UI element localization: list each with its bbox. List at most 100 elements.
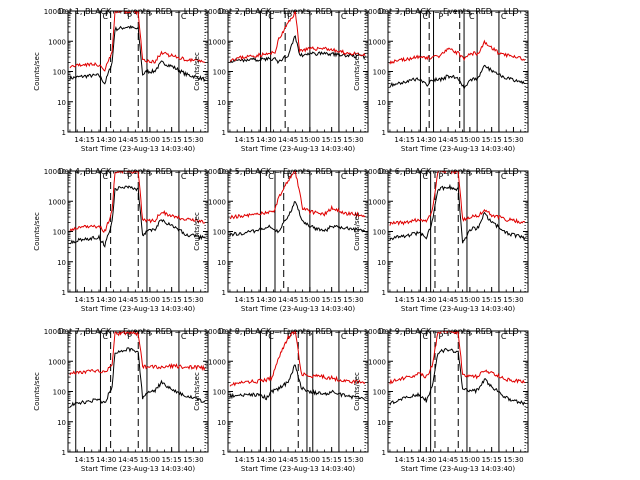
- x-tick-label: 15:30: [183, 296, 203, 304]
- detector-panel: Det 4, BLACK = Events, RED = LLDCounts/s…: [33, 167, 209, 313]
- y-axis-label: Counts/sec: [193, 212, 201, 251]
- x-tick-label: 14:15: [234, 456, 254, 464]
- x-axis-label: Start Time (23-Aug-13 14:03:40): [81, 465, 195, 473]
- flag-label: P: [438, 172, 443, 181]
- y-tick-label: 10: [217, 419, 226, 427]
- y-tick-label: 100: [213, 389, 226, 397]
- y-tick-label: 10: [57, 99, 66, 107]
- x-tick-label: 15:00: [460, 296, 480, 304]
- x-tick-label: 14:45: [118, 296, 138, 304]
- lld-series-line: [389, 39, 526, 65]
- x-tick-label: 14:45: [118, 136, 138, 144]
- events-series-line: [229, 35, 366, 65]
- y-tick-label: 1: [62, 289, 66, 297]
- flag-label: P: [127, 332, 132, 341]
- flag-label: C: [102, 172, 108, 181]
- y-tick-label: 10000: [364, 328, 386, 336]
- x-tick-label: 14:15: [234, 136, 254, 144]
- x-tick-label: 14:30: [96, 136, 116, 144]
- x-tick-label: 15:30: [183, 456, 203, 464]
- y-tick-label: 1000: [368, 358, 386, 366]
- detector-panel: Det 6, BLACK = Events, RED = LLDCounts/s…: [353, 167, 529, 313]
- detector-panel: Det 3, BLACK = Events, RED = LLDCounts/s…: [353, 7, 529, 153]
- x-tick-label: 14:45: [438, 456, 458, 464]
- events-series-line: [229, 364, 366, 401]
- x-tick-label: 14:45: [278, 136, 298, 144]
- y-tick-label: 10: [377, 419, 386, 427]
- flag-label: P: [438, 332, 443, 341]
- flag-label: C: [181, 332, 187, 341]
- y-tick-label: 1: [62, 129, 66, 137]
- x-tick-label: 14:15: [234, 296, 254, 304]
- plot-frame: [227, 170, 369, 293]
- x-tick-label: 14:15: [74, 296, 94, 304]
- x-tick-label: 15:00: [300, 136, 320, 144]
- y-tick-label: 1: [222, 449, 226, 457]
- flag-label: C: [102, 332, 108, 341]
- y-tick-label: 1000: [48, 358, 66, 366]
- detector-panel: Det 9, BLACK = Events, RED = LLDCounts/s…: [353, 327, 529, 473]
- y-tick-label: 100: [373, 69, 386, 77]
- detector-panel: Det 7, BLACK = Events, RED = LLDCounts/s…: [33, 327, 209, 473]
- x-tick-label: 14:30: [416, 296, 436, 304]
- flag-label: C: [181, 12, 187, 21]
- x-tick-label: 14:45: [438, 296, 458, 304]
- x-tick-label: 15:15: [322, 456, 342, 464]
- x-tick-label: 15:30: [343, 456, 363, 464]
- y-tick-label: 10000: [204, 168, 226, 176]
- x-axis-label: Start Time (23-Aug-13 14:03:40): [401, 145, 515, 153]
- lld-series-line: [229, 171, 366, 220]
- flag-label: P: [127, 12, 132, 21]
- detector-panel: Det 5, BLACK = Events, RED = LLDCounts/s…: [193, 167, 369, 313]
- y-tick-label: 1: [382, 129, 386, 137]
- y-tick-label: 10: [57, 419, 66, 427]
- y-tick-label: 1000: [368, 38, 386, 46]
- events-series-line: [229, 201, 366, 237]
- y-tick-label: 100: [213, 69, 226, 77]
- x-tick-label: 14:45: [118, 456, 138, 464]
- y-tick-label: 10: [57, 259, 66, 267]
- y-tick-label: 10: [217, 99, 226, 107]
- y-tick-label: 100: [213, 229, 226, 237]
- events-series-line: [389, 64, 526, 91]
- x-tick-label: 15:00: [460, 456, 480, 464]
- x-tick-label: 15:30: [183, 136, 203, 144]
- lld-series-line: [229, 331, 366, 387]
- x-tick-label: 14:15: [394, 136, 414, 144]
- y-tick-label: 10000: [204, 8, 226, 16]
- x-axis-label: Start Time (23-Aug-13 14:03:40): [81, 305, 195, 313]
- y-tick-label: 10000: [44, 328, 66, 336]
- x-tick-label: 15:00: [140, 136, 160, 144]
- y-tick-label: 1000: [208, 38, 226, 46]
- flag-label: P: [438, 12, 443, 21]
- x-tick-label: 14:15: [394, 456, 414, 464]
- x-axis-label: Start Time (23-Aug-13 14:03:40): [241, 465, 355, 473]
- x-tick-label: 15:15: [162, 296, 182, 304]
- x-tick-label: 15:15: [322, 296, 342, 304]
- flag-label: C: [268, 12, 274, 21]
- x-axis-label: Start Time (23-Aug-13 14:03:40): [241, 305, 355, 313]
- y-tick-label: 1000: [208, 198, 226, 206]
- flag-label: C: [341, 12, 347, 21]
- x-tick-label: 15:30: [503, 136, 523, 144]
- x-axis-label: Start Time (23-Aug-13 14:03:40): [241, 145, 355, 153]
- y-tick-label: 1: [382, 449, 386, 457]
- y-tick-label: 100: [53, 389, 66, 397]
- flag-label: C: [268, 172, 274, 181]
- y-tick-label: 100: [53, 69, 66, 77]
- x-tick-label: 15:00: [460, 136, 480, 144]
- x-tick-label: 15:00: [300, 456, 320, 464]
- x-axis-label: Start Time (23-Aug-13 14:03:40): [401, 465, 515, 473]
- x-tick-label: 15:00: [300, 296, 320, 304]
- y-axis-label: Counts/sec: [193, 372, 201, 411]
- detector-panel: Det 1, BLACK = Events, RED = LLDCounts/s…: [33, 7, 209, 153]
- y-tick-label: 10000: [364, 168, 386, 176]
- flag-label: C: [341, 172, 347, 181]
- y-tick-label: 10000: [44, 8, 66, 16]
- y-axis-label: Counts/sec: [33, 372, 41, 411]
- x-tick-label: 15:30: [343, 136, 363, 144]
- lld-series-line: [389, 331, 526, 385]
- x-tick-label: 15:15: [162, 456, 182, 464]
- lld-series-line: [69, 331, 206, 376]
- events-series-line: [69, 185, 206, 248]
